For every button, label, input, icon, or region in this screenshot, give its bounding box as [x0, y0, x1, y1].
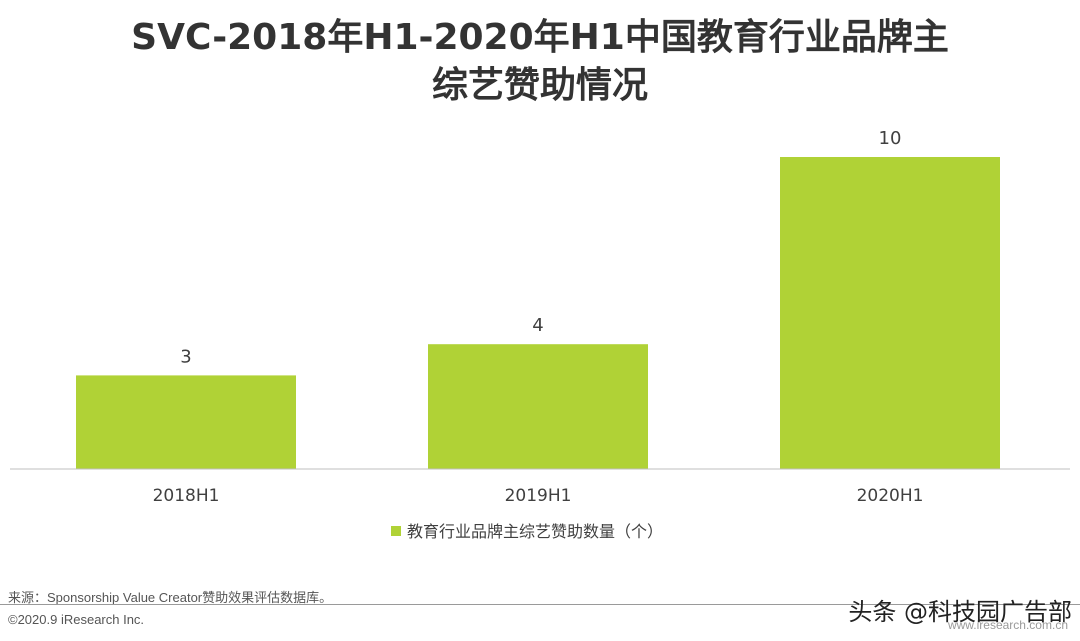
source-note: 来源：Sponsorship Value Creator赞助效果评估数据库。: [8, 590, 333, 605]
data-label-2018H1: 3: [180, 346, 191, 367]
legend-swatch: [391, 526, 401, 536]
x-tick-label-2019H1: 2019H1: [505, 486, 572, 506]
labels-group: 3 2018H1 4 2019H1 10 2020H1: [153, 128, 924, 506]
site-url: www.iresearch.com.cn: [947, 618, 1068, 632]
x-tick-label-2020H1: 2020H1: [857, 486, 924, 506]
bars-group: [76, 157, 1000, 469]
copyright-text: ©2020.9 iResearch Inc.: [8, 612, 145, 627]
bar-2018H1: [76, 375, 296, 469]
chart-title: SVC-2018年H1-2020年H1中国教育行业品牌主 综艺赞助情况: [0, 14, 1080, 110]
data-label-2019H1: 4: [532, 315, 543, 336]
chart-title-line-1: SVC-2018年H1-2020年H1中国教育行业品牌主: [131, 17, 949, 58]
legend: 教育行业品牌主综艺赞助数量（个）: [391, 522, 663, 541]
bar-2019H1: [428, 344, 648, 469]
data-label-2020H1: 10: [879, 128, 902, 149]
watermark-text: 头条 @科技园广告部: [848, 598, 1072, 626]
chart-title-line-2: 综艺赞助情况: [431, 65, 648, 106]
footer-divider: [0, 604, 1080, 605]
legend-label: 教育行业品牌主综艺赞助数量（个）: [407, 522, 663, 541]
bar-chart: 3 2018H1 4 2019H1 10 2020H1 教育行业品牌主综艺赞助数量（个）: [10, 128, 1070, 541]
bar-2020H1: [780, 157, 1000, 469]
x-tick-label-2018H1: 2018H1: [153, 486, 220, 506]
